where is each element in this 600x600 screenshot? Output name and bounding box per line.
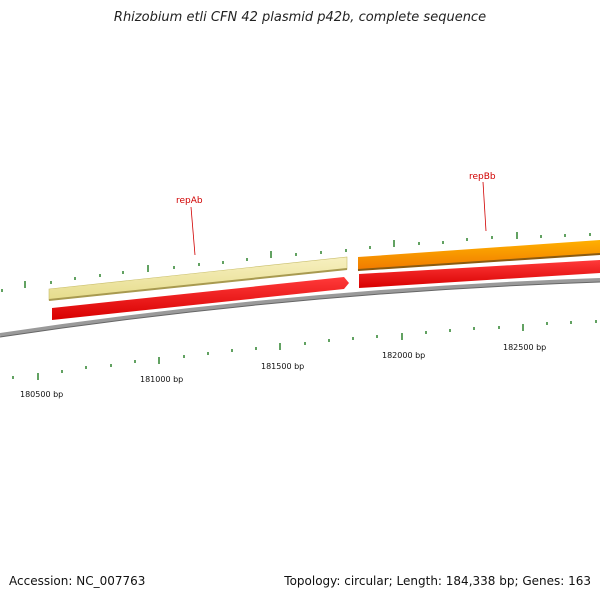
tick-label-181000: 181000 bp [140,375,183,384]
gene-repBb[interactable] [358,240,600,270]
repAb-leader [190,206,196,256]
tick-label-182500: 182500 bp [503,343,546,352]
gene-repBb-edge [357,253,600,271]
tick-label-181500: 181500 bp [261,362,304,371]
lower-ticks [12,320,597,380]
cds-repAb[interactable] [52,277,349,320]
backbone [0,278,600,337]
cds-repBb[interactable] [359,260,600,288]
map-summary-text: Topology: circular; Length: 184,338 bp; … [284,574,591,588]
upper-ticks [1,232,591,292]
gene-label-repAb[interactable]: repAb [176,196,203,206]
tick-label-182000: 182000 bp [382,351,425,360]
gene-label-repBb[interactable]: repBb [469,172,496,182]
accession-text: Accession: NC_007763 [9,574,146,588]
tick-label-180500: 180500 bp [20,390,63,399]
map-title: Rhizobium etli CFN 42 plasmid p42b, comp… [113,10,487,25]
gene-repAb-edge [48,268,348,301]
backbone-shadow [0,281,600,338]
repBb-leader [482,181,487,232]
